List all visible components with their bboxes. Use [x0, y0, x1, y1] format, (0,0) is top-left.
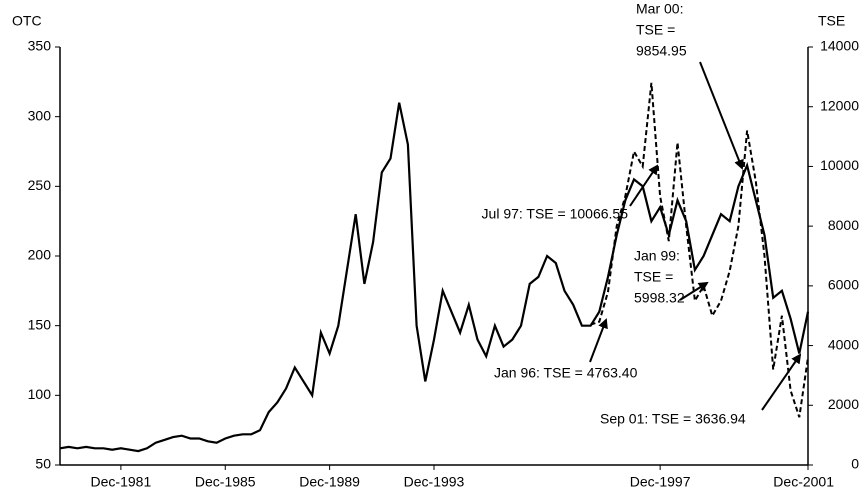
x-tick-label: Dec-1981 — [91, 474, 152, 490]
annotation: Jan 96: TSE = 4763.40 — [494, 365, 638, 381]
y2-tick-label: 0 — [851, 456, 859, 472]
tse-line — [590, 82, 809, 418]
annotation-arrow — [761, 353, 802, 411]
annotation-arrow — [589, 318, 608, 363]
y-tick-label: 50 — [35, 456, 51, 472]
annotation-arrow — [629, 164, 659, 207]
y2-tick-label: 2000 — [828, 396, 859, 412]
annotation: TSE = — [634, 269, 673, 285]
annotation: 9854.95 — [636, 43, 687, 59]
y2-tick-label: 14000 — [820, 38, 859, 54]
y-tick-label: 250 — [28, 177, 52, 193]
y2-tick-label: 10000 — [820, 157, 859, 173]
y2-axis-label: TSE — [818, 13, 845, 29]
y-tick-label: 300 — [28, 107, 52, 123]
y2-tick-label: 4000 — [828, 336, 859, 352]
x-tick-label: Dec-1985 — [195, 474, 256, 490]
annotation: 5998.32 — [634, 290, 685, 306]
annotation: Jan 99: — [634, 248, 680, 264]
y-tick-label: 200 — [28, 247, 52, 263]
y-tick-label: 150 — [28, 316, 52, 332]
annotation-arrow — [699, 61, 744, 170]
x-tick-label: Dec-1989 — [299, 474, 360, 490]
x-tick-label: Dec-1993 — [404, 474, 465, 490]
annotation: Sep 01: TSE = 3636.94 — [600, 411, 746, 427]
y2-tick-label: 12000 — [820, 97, 859, 113]
y2-tick-label: 6000 — [828, 277, 859, 293]
annotation: TSE = — [636, 22, 675, 38]
x-tick-label: Dec-2001 — [773, 474, 834, 490]
annotation: Mar 00: — [636, 1, 683, 17]
x-tick-label: Dec-1997 — [630, 474, 691, 490]
annotation-arrow — [679, 281, 709, 301]
otc-line — [59, 102, 810, 453]
y-tick-label: 350 — [28, 38, 52, 54]
y-tick-label: 100 — [28, 386, 52, 402]
y2-tick-label: 8000 — [828, 217, 859, 233]
annotation: Jul 97: TSE = 10066.55 — [482, 206, 629, 222]
y-axis-label: OTC — [12, 13, 42, 29]
